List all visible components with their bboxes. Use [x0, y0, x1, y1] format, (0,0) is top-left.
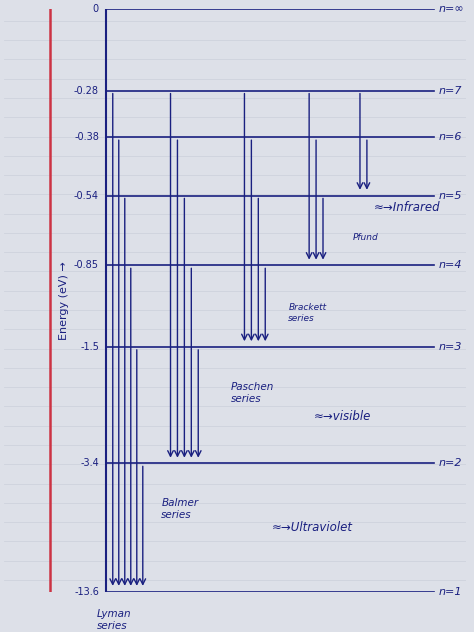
- Text: ≈→Infrared: ≈→Infrared: [374, 201, 440, 214]
- Text: -0.28: -0.28: [74, 86, 99, 95]
- Text: -13.6: -13.6: [74, 586, 99, 597]
- Text: n=7: n=7: [438, 86, 462, 95]
- Text: 0: 0: [93, 4, 99, 14]
- Text: n=2: n=2: [438, 458, 462, 468]
- Text: -1.5: -1.5: [80, 342, 99, 352]
- Text: Brackett
series: Brackett series: [288, 303, 327, 323]
- Text: Paschen
series: Paschen series: [230, 382, 274, 404]
- Text: -0.85: -0.85: [74, 260, 99, 270]
- Text: n=∞: n=∞: [438, 4, 464, 14]
- Text: -0.54: -0.54: [74, 191, 99, 200]
- Text: Energy (eV) →: Energy (eV) →: [59, 261, 69, 340]
- Text: -3.4: -3.4: [80, 458, 99, 468]
- Text: Balmer
series: Balmer series: [161, 499, 199, 520]
- Text: Pfund: Pfund: [353, 233, 379, 243]
- Text: n=4: n=4: [438, 260, 462, 270]
- Text: Lyman
series: Lyman series: [97, 609, 131, 631]
- Text: n=1: n=1: [438, 586, 462, 597]
- Text: n=5: n=5: [438, 191, 462, 200]
- Text: n=3: n=3: [438, 342, 462, 352]
- Text: -0.38: -0.38: [74, 132, 99, 142]
- Text: n=6: n=6: [438, 132, 462, 142]
- Text: ≈→visible: ≈→visible: [314, 410, 371, 423]
- Text: ≈→Ultraviolet: ≈→Ultraviolet: [272, 521, 353, 534]
